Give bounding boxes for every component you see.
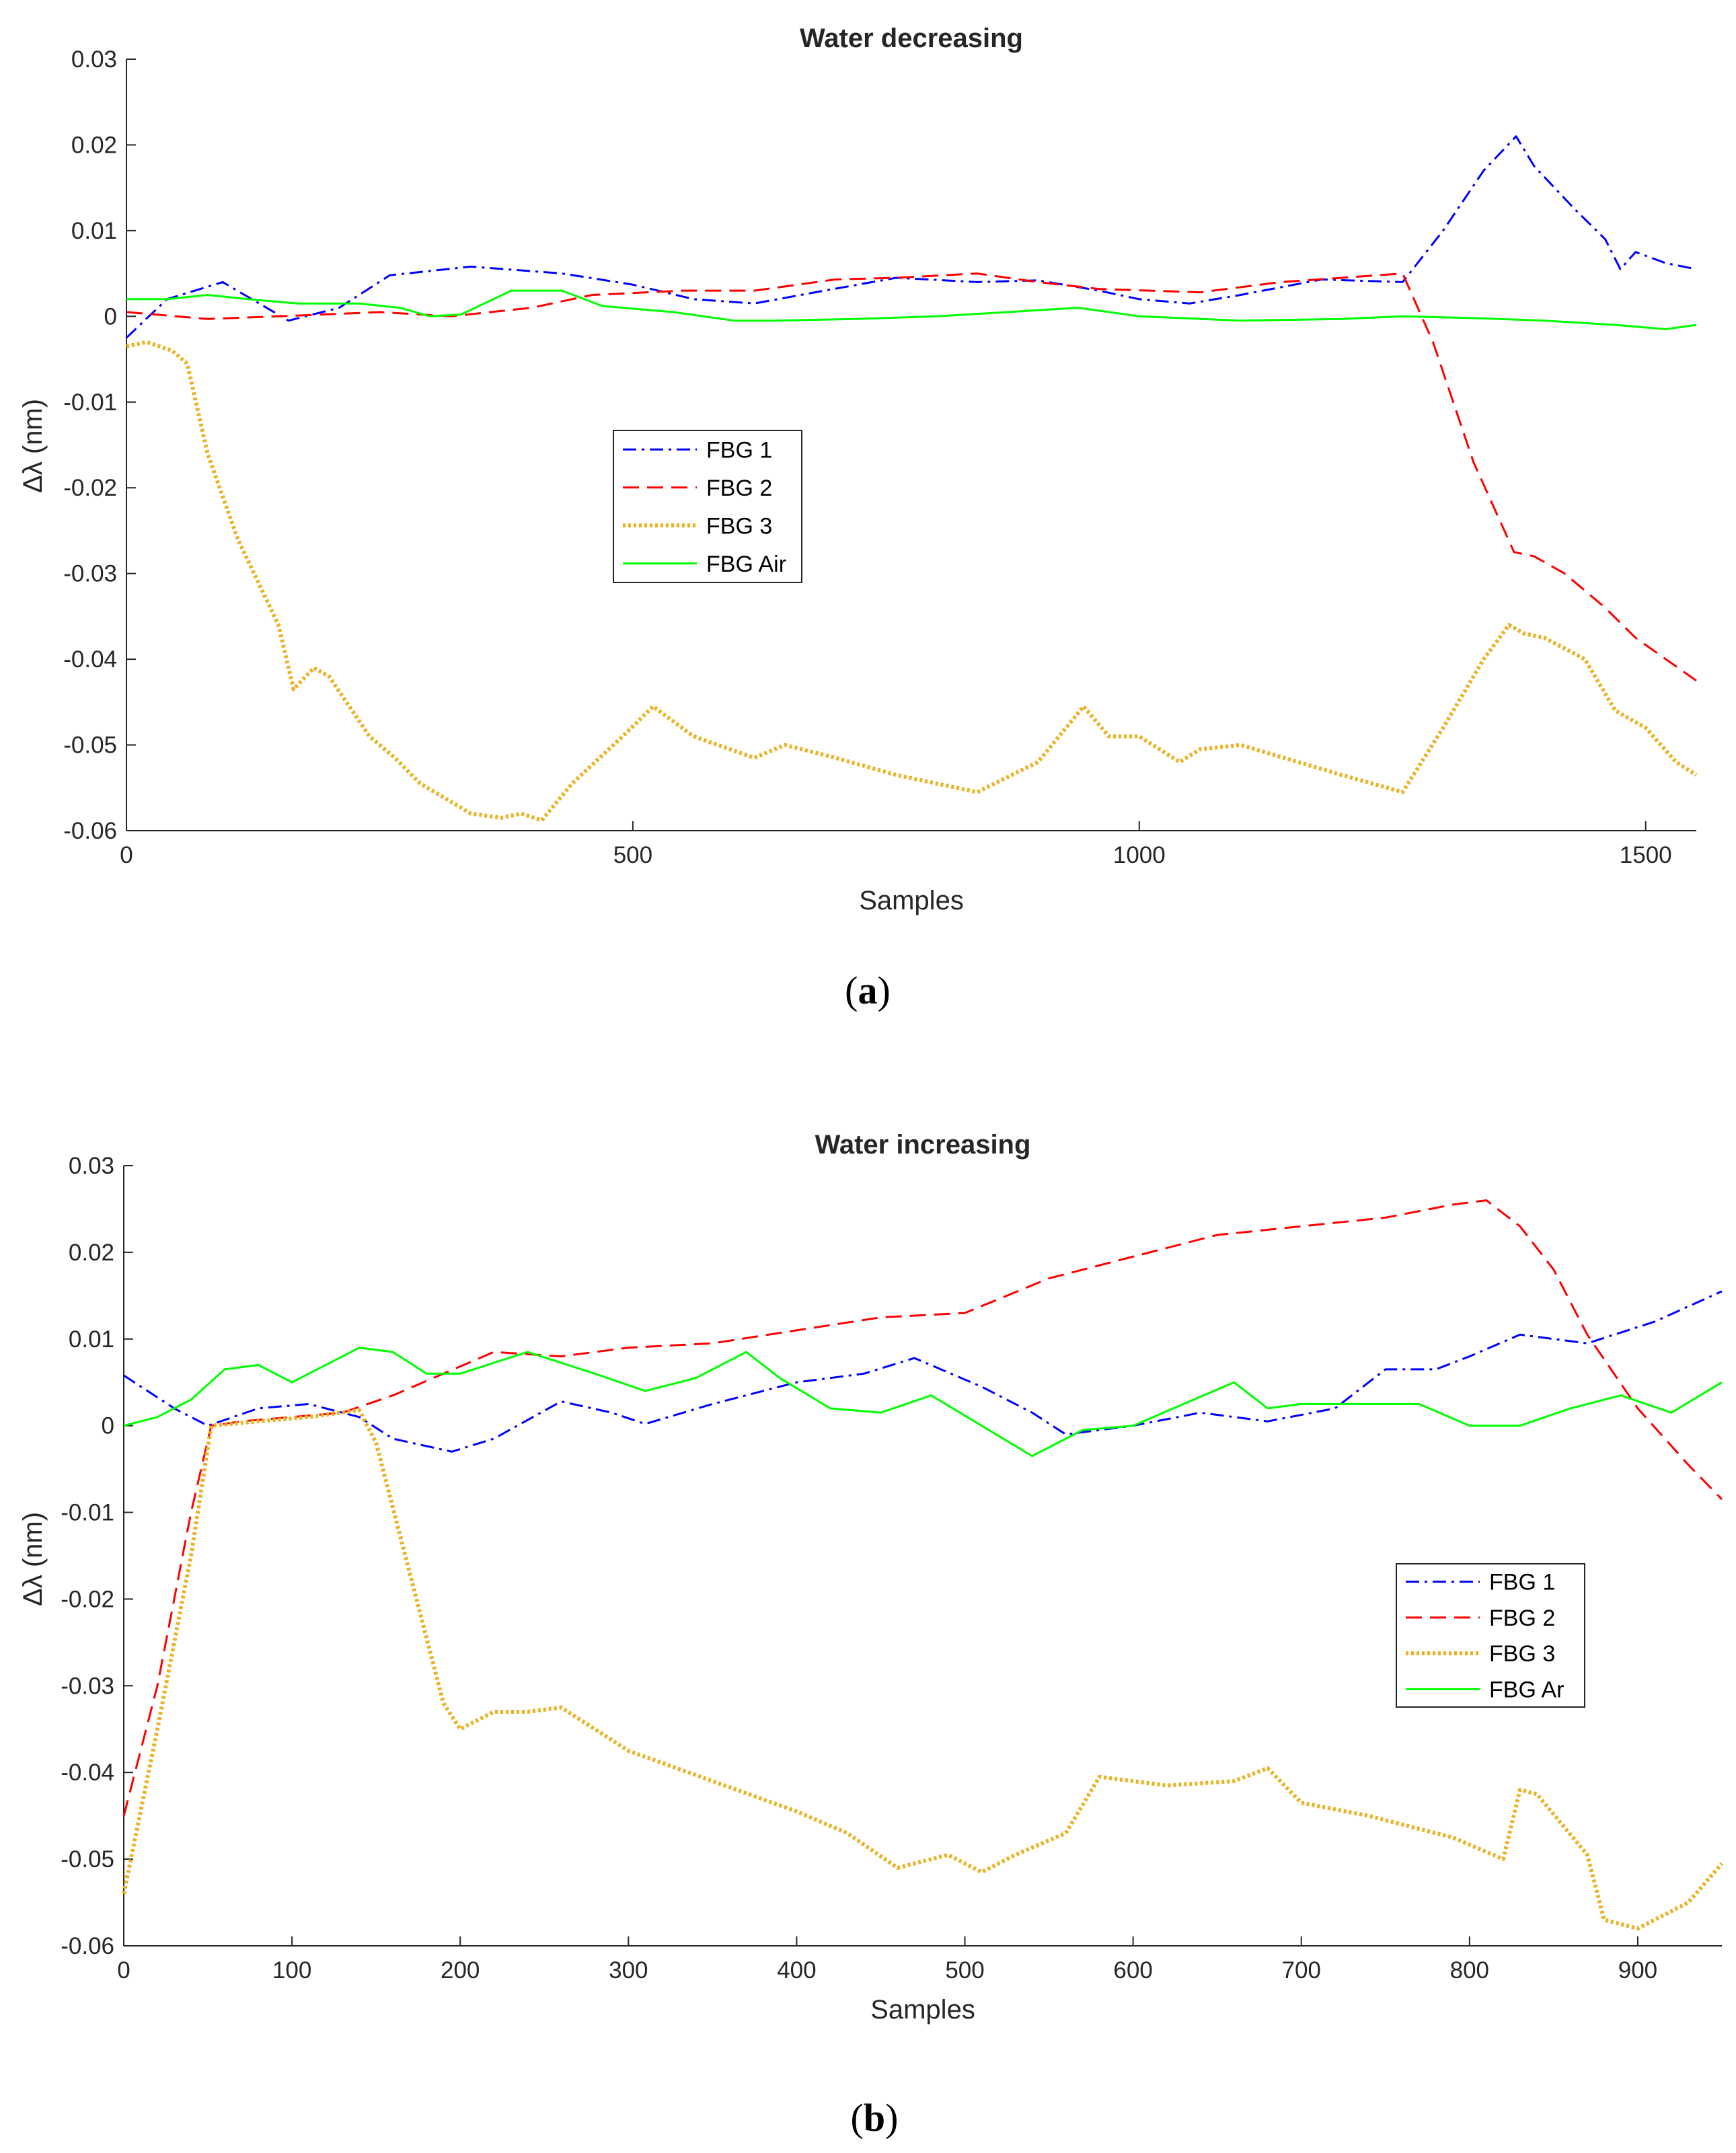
series-line-fbg-ar (123, 1347, 1723, 1458)
x-tick-label: 100 (272, 1957, 311, 1984)
chart-a-title: Water decreasing (800, 24, 1023, 53)
legend-label: FBG Air (706, 552, 786, 577)
chart-panel-b: Water increasing 0.03 0.02 0.01 0 -0.01 -0.02… (18, 1130, 1724, 2140)
series-line-fbg-2 (126, 272, 1697, 682)
chart-b-legend: FBG 1 FBG 2 FBG 3 FBG Ar (1396, 1563, 1585, 1708)
y-tick-label: -0.05 (61, 1846, 114, 1873)
legend-label: FBG 1 (706, 437, 772, 463)
y-tick-label: -0.06 (63, 818, 117, 844)
legend-label: FBG 3 (1489, 1641, 1555, 1667)
y-tick-label: 0.02 (69, 1240, 114, 1266)
caption-b: (b) (851, 2096, 899, 2140)
caption-b-letter: b (864, 2096, 885, 2140)
chart-b-axes: 0.03 0.02 0.01 0 -0.01 -0.02 -0.03 -0.04 -0.05 -0… (61, 1153, 1722, 1984)
y-tick-label: 0 (102, 1413, 114, 1439)
x-tick-label: 200 (441, 1957, 480, 1984)
caption-a-letter: a (858, 969, 878, 1012)
chart-b-series (122, 1199, 1724, 1931)
legend-label: FBG 2 (706, 476, 772, 501)
x-tick-label: 500 (613, 842, 652, 868)
chart-b-xlabel: Samples (870, 1995, 975, 2025)
y-tick-label: -0.03 (61, 1673, 114, 1699)
y-tick-label: 0.03 (71, 46, 117, 73)
x-tick-label: 1500 (1620, 842, 1672, 868)
series-line-fbg-3 (126, 340, 1698, 823)
y-tick-label: 0.01 (69, 1326, 114, 1353)
x-tick-label: 600 (1113, 1957, 1152, 1984)
y-tick-label: -0.01 (61, 1500, 114, 1526)
legend-box (613, 430, 802, 583)
y-tick-label: 0.01 (71, 218, 117, 244)
x-tick-label: 400 (777, 1957, 816, 1984)
legend-label: FBG Ar (1489, 1677, 1564, 1702)
chart-panel-a: Water decreasing 0.03 0.02 0.01 0 -0.01 -0.02… (18, 24, 1698, 1012)
legend-label: FBG 3 (706, 513, 772, 539)
chart-a-series (125, 135, 1698, 823)
caption-a: (a) (845, 969, 891, 1012)
x-tick-label: 0 (117, 1957, 130, 1984)
chart-a-legend: FBG 1 FBG 2 FBG 3 FBG Air (613, 430, 802, 583)
x-tick-label: 1000 (1113, 842, 1166, 868)
y-tick-label: -0.05 (63, 732, 117, 759)
x-tick-label: 900 (1618, 1957, 1657, 1984)
chart-b-ylabel: Δλ (nm) (18, 1512, 48, 1606)
legend-box (1396, 1563, 1585, 1708)
y-tick-label: -0.01 (63, 389, 117, 416)
chart-a-xlabel: Samples (859, 886, 964, 915)
chart-a-ylabel: Δλ (nm) (18, 399, 48, 493)
y-tick-label: -0.02 (61, 1586, 114, 1612)
legend-label: FBG 1 (1489, 1570, 1555, 1595)
y-tick-label: 0.02 (71, 132, 117, 158)
x-tick-label: 300 (609, 1957, 648, 1984)
x-tick-label: 0 (120, 842, 133, 868)
y-tick-label: -0.03 (63, 561, 117, 587)
y-tick-label: -0.02 (63, 475, 117, 501)
series-line-fbg-3 (122, 1408, 1724, 1931)
y-tick-label: -0.06 (61, 1933, 114, 1959)
y-tick-label: 0 (104, 303, 117, 330)
series-line-fbg-air (126, 289, 1697, 330)
series-line-fbg-1 (125, 135, 1697, 339)
legend-label: FBG 2 (1489, 1606, 1555, 1631)
y-tick-label: -0.04 (61, 1760, 114, 1786)
x-tick-label: 500 (945, 1957, 984, 1984)
chart-a-axes: 0.03 0.02 0.01 0 -0.01 -0.02 -0.03 -0.04 -0.05 -0… (63, 46, 1696, 868)
x-tick-label: 800 (1450, 1957, 1489, 1984)
x-tick-label: 700 (1282, 1957, 1321, 1984)
y-tick-label: 0.03 (69, 1153, 114, 1179)
y-tick-label: -0.04 (63, 646, 117, 673)
series-line-fbg-1 (123, 1290, 1723, 1453)
chart-b-title: Water increasing (815, 1130, 1031, 1160)
